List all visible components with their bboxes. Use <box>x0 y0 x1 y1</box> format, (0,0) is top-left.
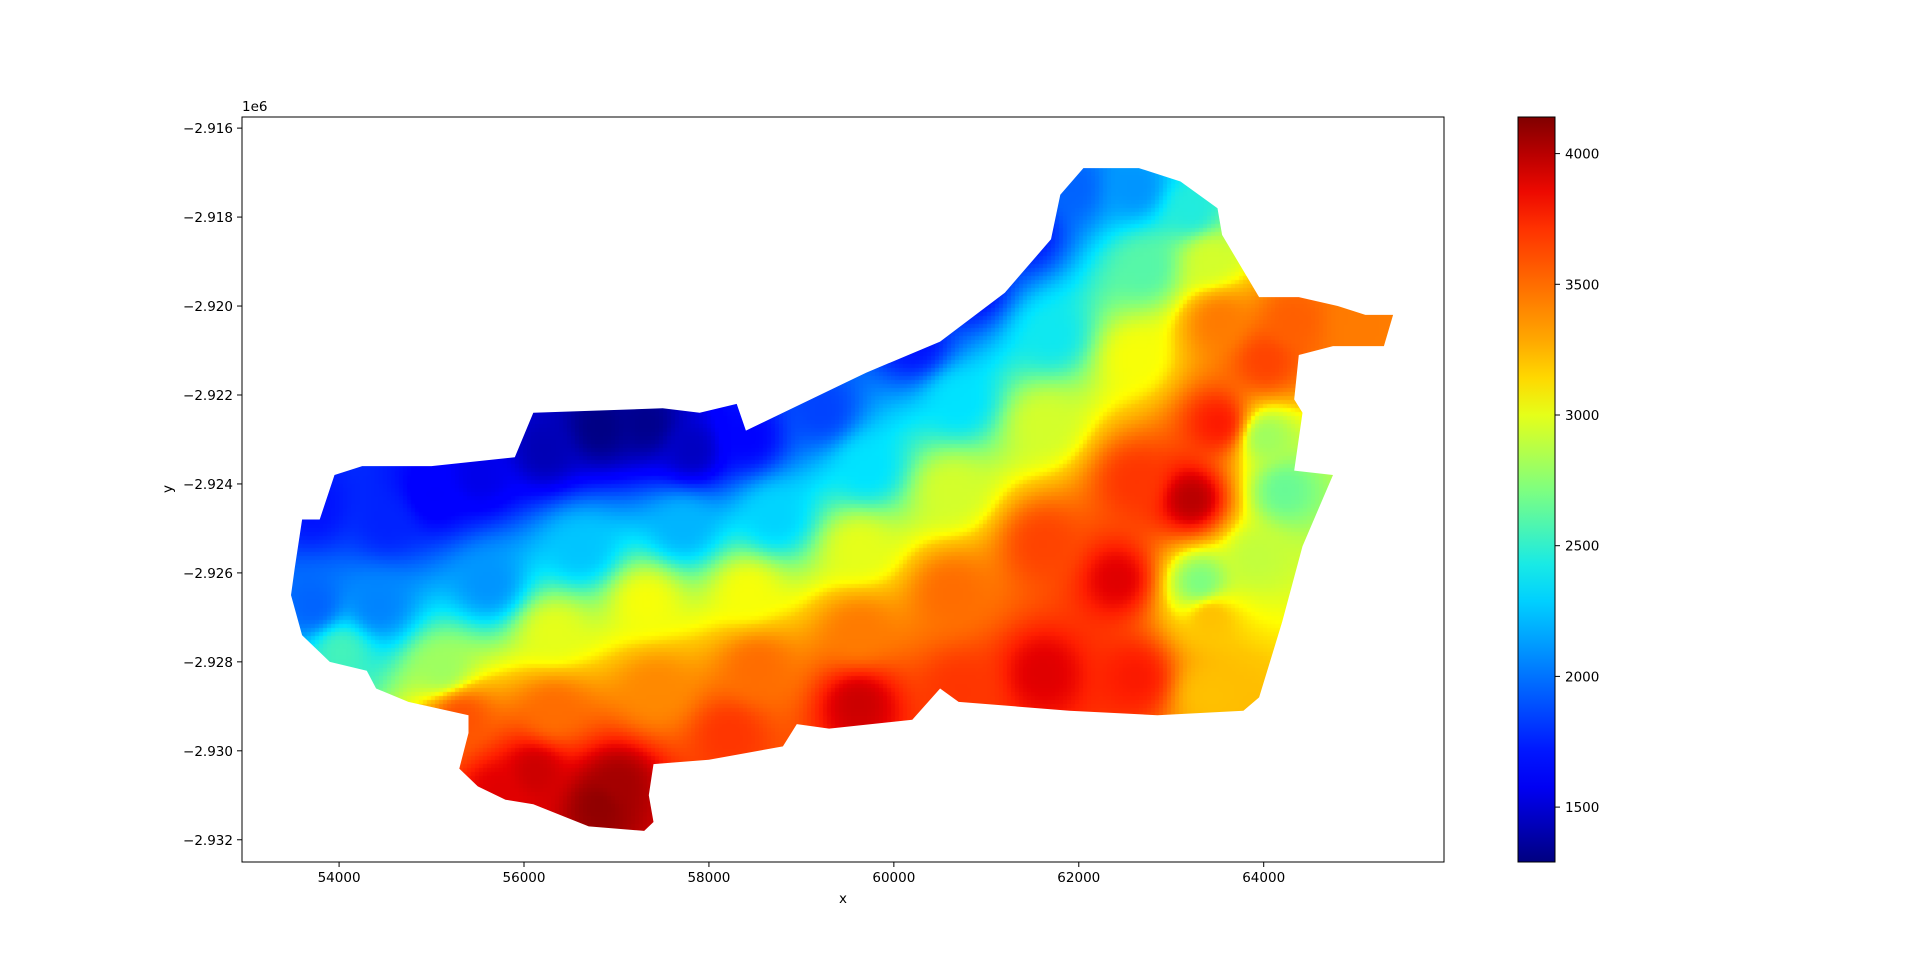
x-axis: 54000 56000 58000 60000 62000 64000 <box>318 862 1285 886</box>
colorbar-tick-label: 3500 <box>1565 277 1599 293</box>
y-axis: −2.916 −2.918 −2.920 −2.922 −2.924 −2.926 −2.9… <box>183 121 242 849</box>
x-tick-label: 58000 <box>687 870 730 886</box>
x-axis-label: x <box>839 891 847 907</box>
y-tick-label: −2.920 <box>183 299 233 315</box>
colorbar-axis: 1500 2000 2500 3000 3500 4000 <box>1555 147 1599 816</box>
x-tick-label: 60000 <box>872 870 915 886</box>
y-tick-label: −2.924 <box>183 477 233 493</box>
y-axis-label: y <box>160 485 176 493</box>
y-tick-label: −2.928 <box>183 655 233 671</box>
colorbar-tick-label: 4000 <box>1565 147 1599 163</box>
colorbar-tick-label: 2500 <box>1565 539 1599 555</box>
y-tick-label: −2.922 <box>183 388 233 404</box>
x-tick-label: 64000 <box>1242 870 1285 886</box>
colorbar <box>1517 116 1556 863</box>
y-tick-label: −2.932 <box>183 833 233 849</box>
x-tick-label: 62000 <box>1057 870 1100 886</box>
plot-frame <box>241 116 1445 863</box>
y-tick-label: −2.918 <box>183 210 233 226</box>
y-tick-label: −2.930 <box>183 744 233 760</box>
y-tick-label: −2.926 <box>183 566 233 582</box>
y-offset-label: 1e6 <box>242 99 267 115</box>
y-tick-label: −2.916 <box>183 121 233 137</box>
colorbar-tick-label: 2000 <box>1565 669 1599 685</box>
colorbar-tick-label: 3000 <box>1565 408 1599 424</box>
x-tick-label: 54000 <box>318 870 361 886</box>
colorbar-tick-label: 1500 <box>1565 800 1599 816</box>
x-tick-label: 56000 <box>503 870 546 886</box>
